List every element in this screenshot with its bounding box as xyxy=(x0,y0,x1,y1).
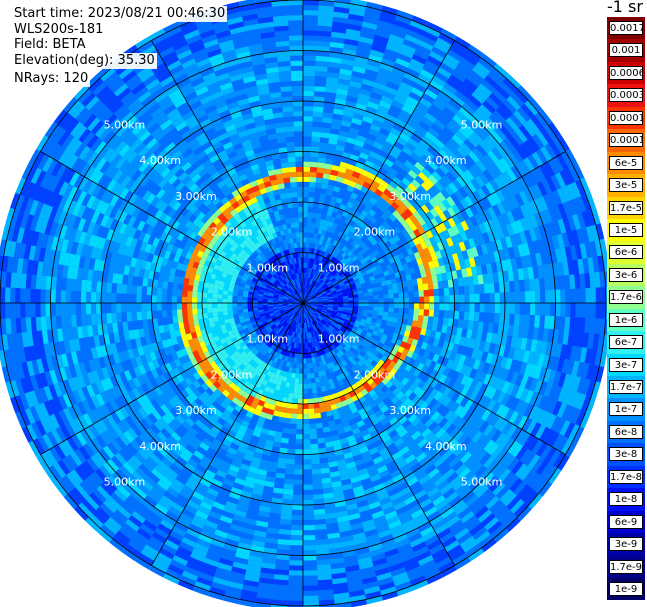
colorbar-level-label: 1.7e-7 xyxy=(609,380,643,394)
colorbar-level: 1e-6 xyxy=(607,308,645,332)
colorbar-level: 1e-7 xyxy=(607,398,645,421)
colorbar-level: 3e-6 xyxy=(607,263,645,287)
colorbar-level-label: 1e-5 xyxy=(609,222,643,237)
colorbar-level-label: 1.7e-5 xyxy=(609,200,643,215)
range-ring-label: 5.00km xyxy=(104,118,146,131)
colorbar-level-label: 0.0003 xyxy=(609,88,643,103)
range-ring-label: 4.00km xyxy=(425,440,467,453)
colorbar-level-label: 0.0006 xyxy=(609,65,643,80)
start-time-label: Start time: 2023/08/21 00:46:30 xyxy=(12,6,228,22)
colorbar-level: 1.7e-8 xyxy=(607,465,645,489)
range-ring-label: 1.00km xyxy=(247,261,289,274)
colorbar-level: 3e-7 xyxy=(607,353,645,376)
colorbar-level: 0.00017 xyxy=(607,106,645,130)
backscatter-heatmap xyxy=(0,0,612,607)
range-ring-label: 1.00km xyxy=(247,333,289,346)
colorbar-level: 1e-8 xyxy=(607,488,645,511)
colorbar-level-label: 1.7e-6 xyxy=(609,290,643,305)
range-ring-label: 5.00km xyxy=(461,118,503,131)
range-ring-label: 4.00km xyxy=(139,154,181,167)
colorbar-level-label: 6e-5 xyxy=(609,155,643,170)
colorbar-level: 6e-7 xyxy=(607,331,645,354)
colorbar-level-label: 6e-9 xyxy=(609,514,643,529)
range-ring-label: 1.00km xyxy=(318,261,360,274)
range-ring xyxy=(201,201,405,405)
colorbar-level-label: 1e-8 xyxy=(609,492,643,507)
range-ring xyxy=(151,151,455,455)
colorbar-level-label: 6e-6 xyxy=(609,245,643,260)
colorbar-level-label: 0.0001 xyxy=(609,133,643,148)
colorbar-level-label: 3e-6 xyxy=(609,267,643,282)
range-ring-label: 2.00km xyxy=(354,368,396,381)
range-ring-label: 2.00km xyxy=(354,226,396,239)
colorbar-level-label: 1.7e-8 xyxy=(609,469,643,484)
colorbar-level-label: 1e-7 xyxy=(609,402,643,417)
colorbar: 0.0017 0.001 0.0006 0.0003 0.00017 0.0001 6e-5… xyxy=(607,17,645,601)
colorbar-level: 3e-9 xyxy=(607,533,645,556)
colorbar-level-label: 0.00017 xyxy=(609,110,643,125)
range-ring-label: 1.00km xyxy=(318,333,360,346)
colorbar-level: 1e-9 xyxy=(607,577,645,601)
range-ring-label: 3.00km xyxy=(389,190,431,203)
colorbar-level: 0.0003 xyxy=(607,84,645,107)
colorbar-level: 0.0001 xyxy=(607,129,645,152)
colorbar-level-label: 1e-6 xyxy=(609,312,643,327)
colorbar-level: 1.7e-7 xyxy=(607,376,645,399)
range-ring-label: 4.00km xyxy=(425,154,467,167)
colorbar-level: 0.0017 xyxy=(607,17,645,40)
range-ring xyxy=(50,50,556,556)
range-ring xyxy=(100,100,506,506)
field-label: Field: BETA xyxy=(12,37,88,53)
colorbar-level: 6e-8 xyxy=(607,420,645,444)
colorbar-level-label: 6e-7 xyxy=(609,335,643,350)
elevation-label: Elevation(deg): 35.30 xyxy=(12,53,157,69)
colorbar-level: 6e-6 xyxy=(607,241,645,264)
range-ring xyxy=(252,252,354,354)
device-label: WLS200s-181 xyxy=(12,22,106,38)
colorbar-level-label: 0.0017 xyxy=(609,21,643,35)
range-ring-label: 3.00km xyxy=(175,404,217,417)
range-ring-label: 3.00km xyxy=(175,190,217,203)
colorbar-level: 1.7e-5 xyxy=(607,196,645,219)
range-azimuth-grid xyxy=(0,0,607,607)
colorbar-level-label: 3e-8 xyxy=(609,447,643,462)
range-ring-label: 2.00km xyxy=(211,226,253,239)
range-ring-labels: 1.00km 1.00km 1.00km 1.00km 2.00km 2.00km 2.00… xyxy=(104,118,503,488)
colorbar-level-label: 6e-8 xyxy=(609,424,643,439)
range-ring-label: 5.00km xyxy=(461,476,503,489)
colorbar-level: 1.7e-9 xyxy=(607,555,645,578)
colorbar-level-label: 3e-5 xyxy=(609,178,643,193)
range-ring-label: 2.00km xyxy=(211,368,253,381)
colorbar-level: 1e-5 xyxy=(607,218,645,242)
colorbar-level: 3e-5 xyxy=(607,174,645,197)
colorbar-level-label: 1e-9 xyxy=(609,581,643,596)
colorbar-level: 1.7e-6 xyxy=(607,286,645,309)
colorbar-level: 0.0006 xyxy=(607,61,645,85)
range-ring xyxy=(0,0,607,607)
colorbar-level: 6e-5 xyxy=(607,151,645,175)
colorbar-level-label: 3e-7 xyxy=(609,357,643,372)
colorbar-level: 3e-8 xyxy=(607,443,645,466)
colorbar-level-label: 1.7e-9 xyxy=(609,559,643,574)
colorbar-level-label: 0.001 xyxy=(609,43,643,58)
colorbar-units: -1 sr xyxy=(607,0,643,16)
range-ring-label: 3.00km xyxy=(389,404,431,417)
range-ring-label: 5.00km xyxy=(104,476,146,489)
colorbar-level: 6e-9 xyxy=(607,510,645,534)
colorbar-level: 0.001 xyxy=(607,39,645,62)
range-ring-label: 4.00km xyxy=(139,440,181,453)
nrays-label: NRays: 120 xyxy=(12,71,91,87)
colorbar-level-label: 3e-9 xyxy=(609,537,643,552)
